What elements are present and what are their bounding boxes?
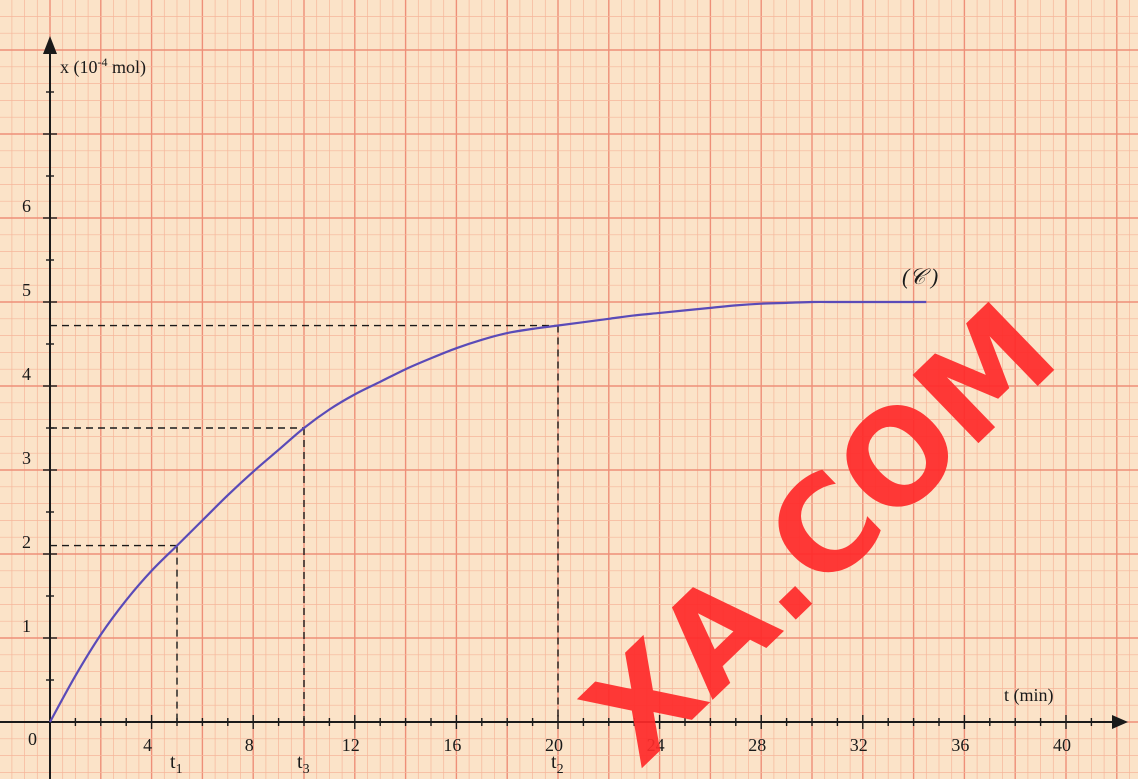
marker-labels: t1 t3 t2 [170,751,564,777]
marker-label: t1 [170,751,183,777]
x-axis-arrow-icon [1112,715,1128,729]
y-tick-label: 4 [22,364,31,384]
y-axis-arrow-icon [43,36,57,54]
y-axis-label-prefix: x (10 [60,57,98,78]
x-axis-label: t (min) [1004,685,1054,706]
y-tick-label: 1 [22,616,31,636]
x-tick-label: 36 [951,735,969,755]
y-tick-label: 5 [22,280,31,300]
x-tick-label: 28 [748,735,766,755]
curve-label: (𝒞 ) [902,264,938,289]
x-tick-label: 20 [545,735,563,755]
x-tick-label: 0 [28,729,37,749]
y-axis-label: x (10-4 mol) [60,55,146,78]
y-tick-label: 3 [22,448,31,468]
guide-lines [50,324,559,722]
y-axis-label-suffix: mol) [108,57,147,78]
marker-label: t2 [551,751,564,777]
y-tick-label: 2 [22,532,31,552]
x-tick-label: 12 [342,735,360,755]
x-tick-label: 24 [647,735,665,755]
x-tick-label: 8 [245,735,254,755]
curve-c [49,300,927,723]
marker-label: t3 [297,751,310,777]
x-tick-label: 32 [850,735,868,755]
y-tick-label: 6 [22,196,31,216]
y-axis-label-exponent: -4 [98,55,108,69]
x-tick-label: 40 [1053,735,1071,755]
x-tick-label: 16 [443,735,461,755]
x-tick-label: 4 [143,735,152,755]
